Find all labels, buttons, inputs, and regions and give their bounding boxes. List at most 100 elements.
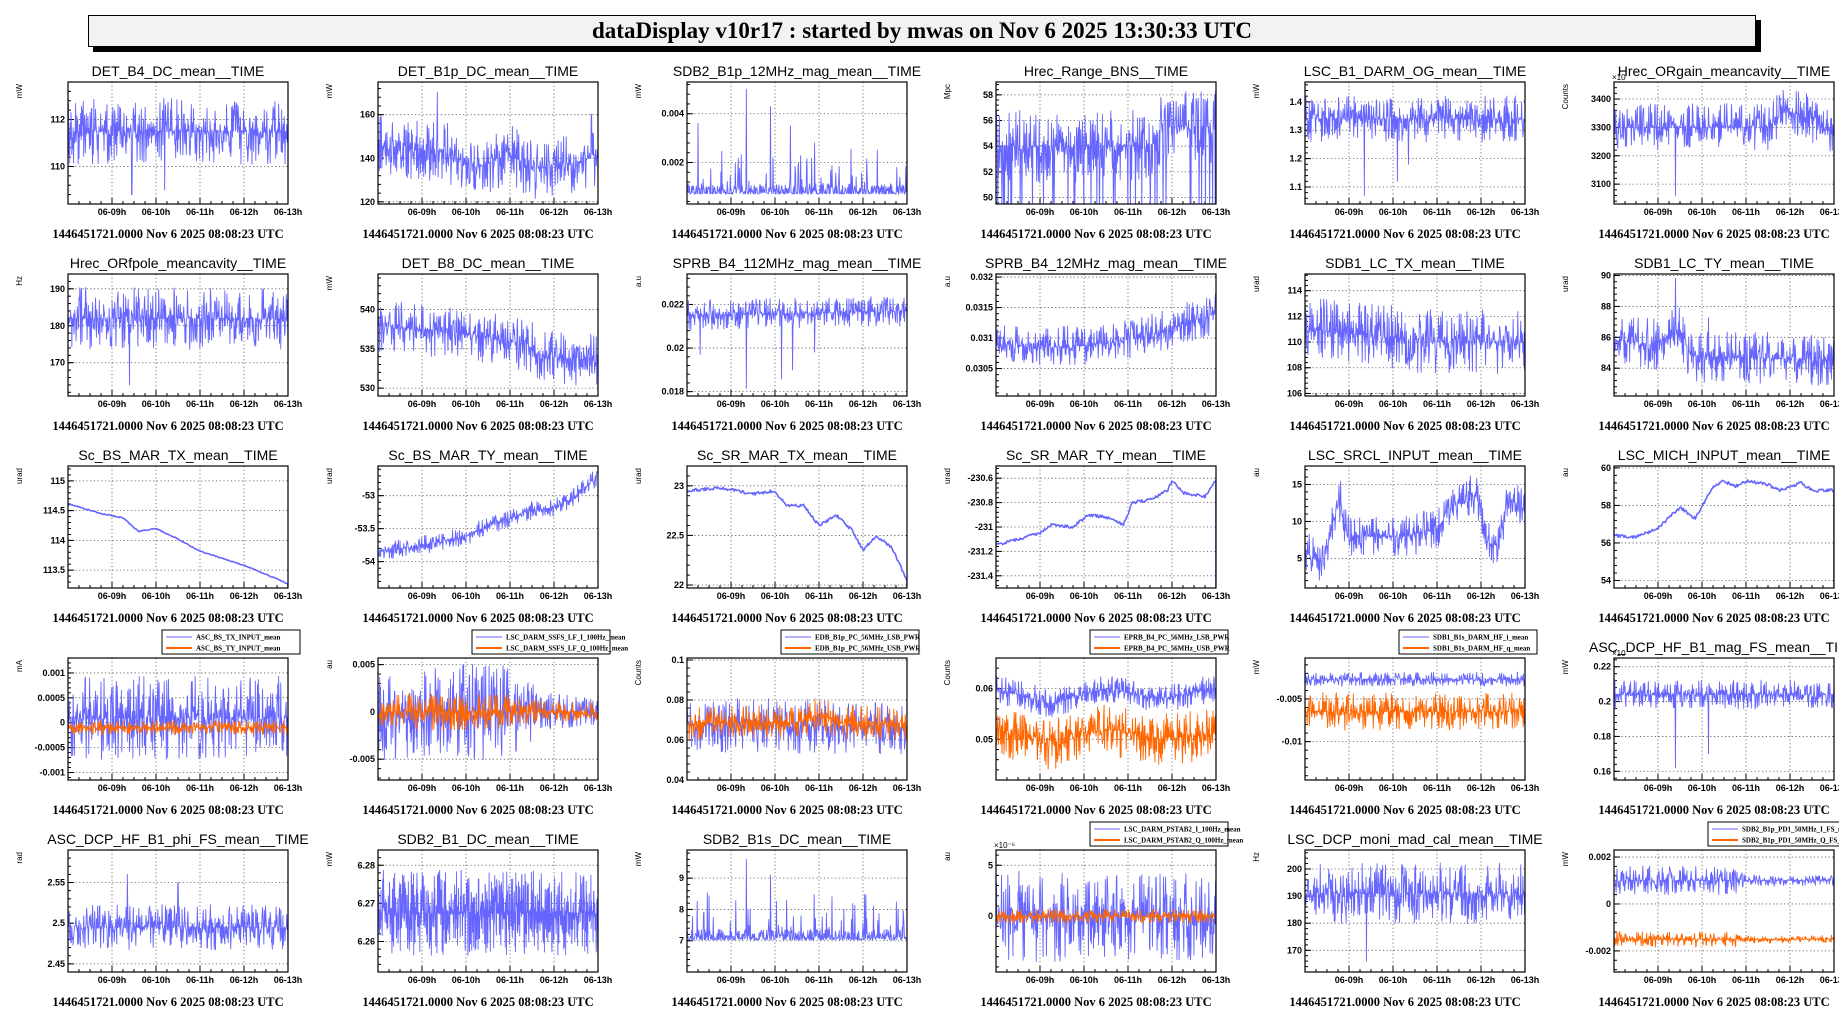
chart-panel: Sc_BS_MAR_TX_mean__TIME urad 06-09h 06-10h 0… <box>8 446 314 636</box>
x-tick-label: 06-11h <box>186 591 214 601</box>
x-tick-label: 06-10h <box>1379 975 1408 985</box>
x-tick-label: 06-12h <box>1467 207 1496 217</box>
chart-title: SPRB_B4_12MHz_mag_mean__TIME <box>985 255 1227 271</box>
y-tick-label: 6.28 <box>357 860 375 870</box>
y-tick-label: -0.002 <box>1585 946 1611 956</box>
x-tick-label: 06-13h <box>893 591 922 601</box>
x-tick-label: 06-10h <box>1688 783 1717 793</box>
y-tick-label: 86 <box>1601 332 1611 342</box>
legend: SDB1_B1s_DARM_HF_i_mean SDB1_B1s_DARM_HF_… <box>1398 629 1538 655</box>
x-tick-label: 06-09h <box>1335 783 1364 793</box>
y-tick-label: 60 <box>1601 463 1611 473</box>
x-tick-label: 06-09h <box>717 975 746 985</box>
axes-frame <box>67 81 289 205</box>
y-tick-label: 0.0315 <box>965 303 993 313</box>
x-tick-label: 06-11h <box>496 399 524 409</box>
x-tick-label: 06-12h <box>849 207 878 217</box>
chart-timestamp: 1446451721.0000 Nov 6 2025 08:08:23 UTC <box>671 611 902 625</box>
x-tick-label: 06-10h <box>1688 399 1717 409</box>
x-tick-label: 06-12h <box>230 783 259 793</box>
chart-timestamp: 1446451721.0000 Nov 6 2025 08:08:23 UTC <box>980 803 1211 817</box>
series-group <box>378 470 598 588</box>
x-tick-label: 06-11h <box>1423 207 1451 217</box>
y-tick-label: 52 <box>983 167 993 177</box>
series-group <box>1614 865 1834 972</box>
y-tick-label: 0.08 <box>666 695 684 705</box>
chart-svg: SPRB_B4_12MHz_mag_mean__TIME a.u 06-09h 06-… <box>943 255 1230 433</box>
chart-timestamp: 1446451721.0000 Nov 6 2025 08:08:23 UTC <box>980 995 1211 1009</box>
x-tick-label: 06-10h <box>452 975 481 985</box>
series-group <box>378 869 598 972</box>
x-tick-label: 06-10h <box>1070 399 1099 409</box>
series-group <box>996 479 1216 588</box>
x-tick-label: 06-10h <box>761 399 790 409</box>
plot-area <box>687 466 907 588</box>
y-tick-label: -231 <box>975 522 993 532</box>
legend-entry: LSC_DARM_SSFS_LF_I_100Hz_mean <box>506 634 626 642</box>
chart-timestamp: 1446451721.0000 Nov 6 2025 08:08:23 UTC <box>52 995 283 1009</box>
y-tick-label: 84 <box>1601 363 1611 373</box>
chart-panel: DET_B1p_DC_mean__TIME mW 06-09h 06-10h 06-11… <box>318 62 624 252</box>
chart-timestamp: 1446451721.0000 Nov 6 2025 08:08:23 UTC <box>980 611 1211 625</box>
plot-area <box>1614 466 1834 588</box>
x-tick-label: 06-10h <box>452 591 481 601</box>
y-tick-label: 110 <box>50 161 65 171</box>
series-line-primary <box>1305 475 1525 588</box>
y-tick-label: 0.002 <box>1588 852 1611 862</box>
y-tick-label: 0.0005 <box>37 693 65 703</box>
x-tick-label: 06-12h <box>540 207 569 217</box>
y-tick-label: 54 <box>1601 575 1611 585</box>
y-tick-label: 1.4 <box>1289 97 1302 107</box>
chart-timestamp: 1446451721.0000 Nov 6 2025 08:08:23 UTC <box>362 419 593 433</box>
x-tick-label: 06-13h <box>1820 783 1839 793</box>
app-title: dataDisplay v10r17 : started by mwas on … <box>592 18 1252 43</box>
x-tick-label: 06-09h <box>1026 399 1055 409</box>
series-group <box>68 873 288 972</box>
chart-timestamp: 1446451721.0000 Nov 6 2025 08:08:23 UTC <box>671 995 902 1009</box>
y-tick-label: 23 <box>674 481 684 491</box>
x-tick-label: 06-09h <box>408 975 437 985</box>
chart-panel: LSC_SRCL_INPUT_mean__TIME au 06-09h 06-10h 0… <box>1245 446 1551 636</box>
x-tick-label: 06-13h <box>893 783 922 793</box>
plot-area <box>996 466 1216 588</box>
x-tick-label: 06-09h <box>1026 975 1055 985</box>
y-tick-label: 108 <box>1287 363 1302 373</box>
y-tick-label: 114.5 <box>43 506 65 516</box>
x-tick-label: 06-10h <box>142 591 171 601</box>
chart-svg: Hrec_ORgain_meancavity__TIME Counts ×10 06-… <box>1561 63 1839 241</box>
y-axis-label: Counts <box>1561 84 1570 109</box>
axes-frame <box>686 657 908 781</box>
x-tick-label: 06-13h <box>1202 783 1231 793</box>
chart-panel: au ×10⁻⁶ 06-09h 06-10h 06-11h 06-12h 06-13h 0 5 L… <box>936 821 1243 1020</box>
legend-box <box>780 629 920 655</box>
x-tick-label: 06-11h <box>1732 207 1760 217</box>
y-tick-label: 5 <box>988 860 993 870</box>
chart-panel: Counts 06-09h 06-10h 06-11h 06-12h 06-13h 0.05… <box>936 629 1242 828</box>
x-tick-label: 06-12h <box>849 975 878 985</box>
y-axis-label: urad <box>943 468 952 484</box>
x-tick-label: 06-09h <box>98 207 127 217</box>
y-axis-label: Mpc <box>943 84 952 99</box>
y-tick-label: 10 <box>1292 516 1302 526</box>
x-tick-label: 06-11h <box>805 591 833 601</box>
y-tick-label: 58 <box>983 90 993 100</box>
x-tick-label: 06-12h <box>230 975 259 985</box>
y-tick-label: 180 <box>1287 918 1302 928</box>
chart-timestamp: 1446451721.0000 Nov 6 2025 08:08:23 UTC <box>362 227 593 241</box>
x-tick-label: 06-10h <box>1379 783 1408 793</box>
y-tick-label: 0.004 <box>661 109 684 119</box>
x-tick-label: 06-11h <box>805 783 833 793</box>
y-tick-label: 0.0305 <box>965 364 993 374</box>
chart-svg: Counts 06-09h 06-10h 06-11h 06-12h 06-13h 0.04… <box>634 629 922 817</box>
series-line-primary <box>687 858 907 972</box>
series-line-primary <box>1614 479 1834 588</box>
chart-timestamp: 1446451721.0000 Nov 6 2025 08:08:23 UTC <box>980 227 1211 241</box>
y-tick-label: 8 <box>679 904 684 914</box>
x-tick-label: 06-12h <box>540 783 569 793</box>
y-tick-label: 0.22 <box>1593 662 1611 672</box>
x-tick-label: 06-13h <box>1202 591 1231 601</box>
chart-title: SDB2_B1_DC_mean__TIME <box>397 831 578 847</box>
chart-title: ASC_DCP_HF_B1_mag_FS_mean__TIME <box>1589 639 1839 655</box>
